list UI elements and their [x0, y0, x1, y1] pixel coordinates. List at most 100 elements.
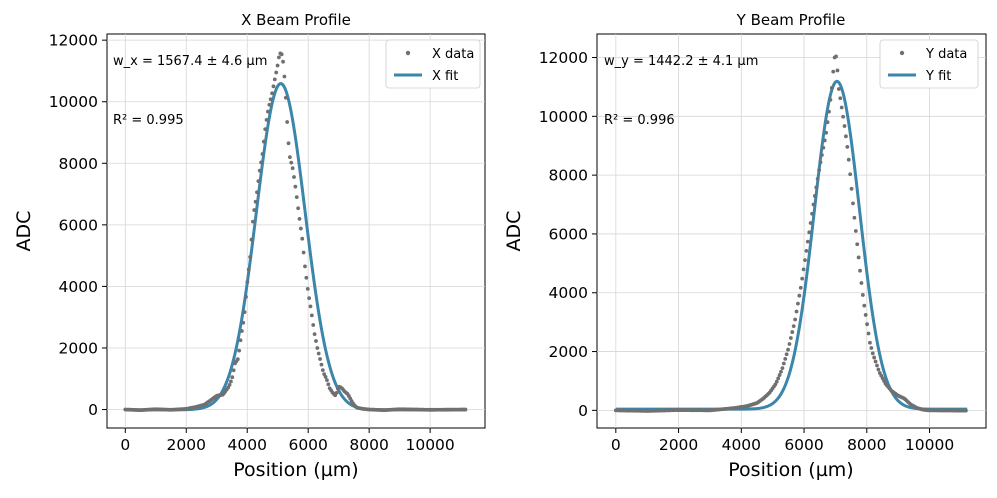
y-data-point — [863, 313, 868, 317]
y-width-annotation: w_y = 1442.2 ± 4.1 μm — [604, 54, 758, 69]
y-ytick-label: 6000 — [549, 225, 588, 243]
x-data-point — [281, 59, 285, 64]
x-y-axis-label: ADC — [13, 211, 35, 252]
y-data-point — [791, 324, 796, 329]
y-data-point — [815, 176, 820, 181]
x-data-point — [274, 70, 279, 75]
x-data-point — [241, 320, 246, 325]
y-xtick-label: 4000 — [722, 436, 761, 454]
x-data-point — [301, 250, 306, 255]
x-data-point — [308, 304, 313, 309]
x-data-point — [300, 236, 305, 241]
x-data-point — [294, 195, 299, 200]
x-data-point — [259, 160, 263, 165]
x-data-point — [252, 208, 257, 212]
y-ytick-label: 10000 — [539, 108, 588, 126]
y-data-point — [845, 145, 850, 149]
x-data-point — [257, 168, 262, 173]
y-ytick-label: 12000 — [539, 49, 588, 67]
y-xtick-label: 2000 — [659, 436, 698, 454]
x-ytick-label: 2000 — [59, 339, 98, 357]
x-data-point — [256, 179, 261, 184]
x-data-point — [296, 206, 301, 211]
y-data-point — [866, 331, 871, 336]
x-xtick-label: 4000 — [227, 436, 266, 454]
x-data-point — [272, 77, 277, 82]
y-plot-frame — [596, 33, 987, 429]
y-fit-layer — [615, 79, 968, 411]
x-data-point — [323, 375, 328, 379]
y-data-point — [838, 96, 843, 101]
y-legend-data-label: Y data — [925, 47, 967, 62]
y-data-point — [801, 267, 806, 272]
x-data-point — [283, 95, 288, 100]
y-data-point — [876, 367, 881, 372]
x-data-point — [463, 407, 468, 412]
x-ytick-label: 12000 — [49, 32, 98, 50]
y-data-point — [852, 215, 857, 220]
y-data-point — [853, 229, 858, 233]
y-data-point — [846, 157, 851, 162]
y-ytick-label: 0 — [578, 402, 588, 420]
x-data-point — [237, 348, 242, 353]
x-data-point — [303, 264, 307, 269]
x-data-point — [246, 267, 251, 272]
y-ytick-label: 8000 — [549, 167, 588, 185]
x-xtick-label: 10000 — [405, 436, 454, 454]
y-data-point — [828, 97, 833, 102]
x-data-point — [250, 219, 255, 224]
y-data-point — [798, 285, 803, 290]
x-ytick-label: 6000 — [59, 216, 98, 234]
y-data-point — [835, 68, 840, 73]
y-data-point — [794, 309, 799, 314]
x-legend: X data X fit — [385, 39, 481, 89]
y-data-point — [860, 293, 865, 297]
y-legend: Y data Y fit — [879, 39, 979, 89]
x-data-point — [325, 378, 329, 383]
x-data-point — [282, 74, 287, 79]
y-data-point — [862, 303, 867, 308]
x-data-point — [275, 63, 280, 68]
x-data-point — [249, 237, 254, 242]
x-width-annotation: w_x = 1567.4 ± 4.6 μm — [113, 54, 267, 69]
x-data-point — [245, 280, 250, 284]
y-data-point — [777, 373, 782, 377]
x-data-point — [238, 338, 243, 343]
y-panel-ytick-labels: 0 2000 4000 6000 8000 10000 12000 — [539, 49, 597, 420]
y-data-point — [812, 194, 817, 198]
y-data-point — [839, 105, 844, 110]
y-data-point — [859, 281, 864, 285]
x-data-point — [326, 382, 331, 387]
x-data-point — [288, 155, 292, 160]
y-data-point — [784, 352, 789, 357]
x-data-point — [292, 175, 296, 179]
y-data-point — [786, 347, 790, 352]
y-data-point — [790, 330, 795, 334]
y-data-point — [824, 130, 829, 135]
x-xtick-label: 8000 — [349, 436, 388, 454]
y-legend-fit-label: Y fit — [925, 69, 951, 84]
y-data-point — [842, 124, 847, 128]
x-chart-title: X Beam Profile — [241, 11, 351, 29]
y-data-points — [613, 54, 968, 413]
y-data-point — [779, 369, 783, 374]
x-ytick-label: 8000 — [59, 155, 98, 173]
x-data-point — [248, 255, 253, 259]
y-panel-xtick-labels: 0 2000 4000 6000 8000 10000 — [611, 428, 954, 454]
x-data-point — [227, 383, 232, 387]
x-fit-line — [125, 82, 467, 412]
y-data-point — [822, 138, 827, 143]
y-data-point — [810, 211, 814, 216]
x-data-point — [263, 127, 268, 132]
x-data-point — [266, 109, 270, 114]
x-data-point — [239, 329, 244, 333]
y-xtick-label: 6000 — [784, 436, 823, 454]
y-data-point — [803, 258, 807, 263]
x-data-point — [290, 166, 295, 171]
x-ytick-label: 4000 — [59, 278, 98, 296]
x-data-point — [309, 313, 314, 318]
x-plot-frame — [106, 33, 486, 429]
x-data-point — [242, 310, 247, 315]
x-data-point — [267, 102, 272, 107]
x-xtick-label: 0 — [120, 436, 130, 454]
